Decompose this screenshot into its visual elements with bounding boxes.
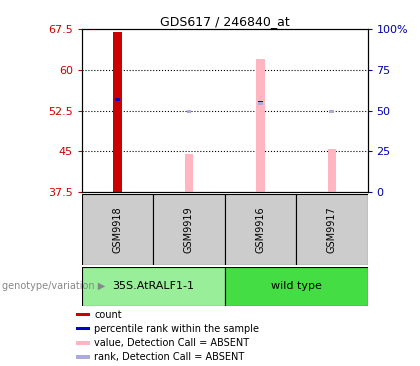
Text: percentile rank within the sample: percentile rank within the sample — [94, 324, 259, 334]
Text: count: count — [94, 310, 122, 320]
Title: GDS617 / 246840_at: GDS617 / 246840_at — [160, 15, 289, 28]
Text: GSM9918: GSM9918 — [113, 206, 123, 253]
Text: 35S.AtRALF1-1: 35S.AtRALF1-1 — [112, 281, 194, 291]
Bar — [328, 149, 336, 192]
Text: rank, Detection Call = ABSENT: rank, Detection Call = ABSENT — [94, 352, 244, 362]
Bar — [258, 101, 263, 104]
Bar — [186, 110, 192, 113]
Bar — [115, 98, 120, 101]
Bar — [185, 154, 193, 192]
Text: value, Detection Call = ABSENT: value, Detection Call = ABSENT — [94, 338, 249, 348]
Bar — [82, 267, 225, 306]
Bar — [256, 59, 265, 192]
Bar — [76, 355, 90, 359]
Text: GSM9916: GSM9916 — [255, 206, 265, 253]
Bar — [329, 110, 334, 113]
Text: GSM9919: GSM9919 — [184, 206, 194, 253]
Bar — [153, 194, 225, 265]
Bar — [76, 313, 90, 316]
Bar — [225, 194, 296, 265]
Text: wild type: wild type — [270, 281, 322, 291]
Bar — [76, 327, 90, 330]
Bar — [82, 194, 153, 265]
Bar — [76, 341, 90, 345]
Text: genotype/variation ▶: genotype/variation ▶ — [2, 281, 105, 291]
Bar — [258, 102, 263, 105]
Bar — [225, 267, 368, 306]
Bar — [296, 194, 368, 265]
Bar — [113, 32, 122, 192]
Text: GSM9917: GSM9917 — [327, 206, 337, 253]
